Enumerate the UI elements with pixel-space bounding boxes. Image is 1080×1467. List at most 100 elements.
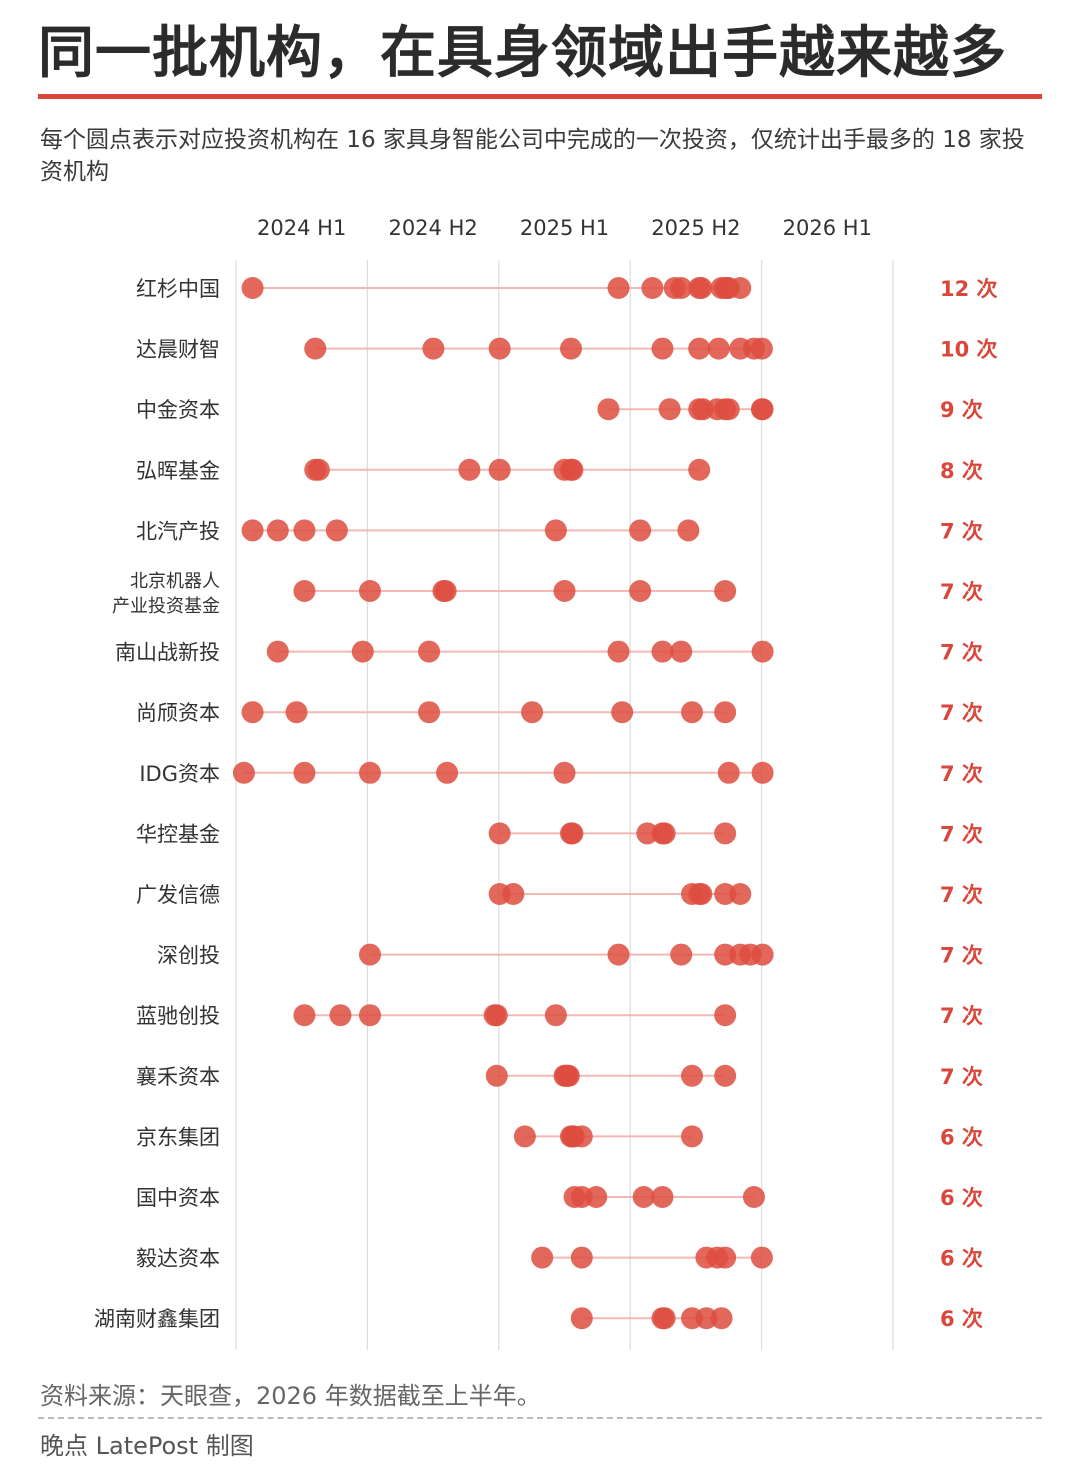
investment-dot — [544, 1004, 567, 1027]
investment-dot — [714, 1064, 737, 1087]
investment-dot — [597, 398, 620, 421]
source-note: 资料来源：天眼查，2026 年数据截至上半年。 — [40, 1382, 541, 1410]
investment-count-label: 7 次 — [940, 641, 983, 665]
investment-dot — [325, 519, 348, 542]
investment-dot — [241, 519, 264, 542]
investment-dot — [632, 1186, 655, 1208]
investment-dot — [521, 701, 544, 724]
investment-dot — [434, 580, 457, 602]
investment-dot — [653, 1307, 676, 1330]
investment-dot — [611, 701, 634, 724]
investment-dot — [636, 822, 659, 845]
investment-dot — [751, 640, 774, 663]
investment-dot — [641, 277, 664, 299]
institution-label: 北京机器人产业投资基金 — [112, 571, 220, 617]
investment-dot — [351, 640, 374, 663]
investment-count-label: 7 次 — [940, 1004, 983, 1028]
institution-label: IDG资本 — [139, 762, 220, 786]
investment-dot — [714, 822, 737, 845]
investment-dot — [651, 640, 674, 663]
investment-count-label: 6 次 — [940, 1125, 983, 1149]
investment-dot — [488, 822, 511, 845]
credit-note: 晚点 LatePost 制图 — [40, 1432, 254, 1460]
investment-dot — [418, 640, 441, 663]
investment-dot — [714, 1004, 737, 1027]
investment-count-label: 7 次 — [940, 762, 983, 786]
investment-dot — [690, 883, 713, 905]
investment-dot — [670, 277, 693, 299]
investment-dot — [750, 1246, 773, 1269]
investment-dot — [690, 277, 713, 299]
investment-dot — [750, 337, 773, 360]
investment-count-label: 7 次 — [940, 701, 983, 725]
investment-dot — [418, 701, 441, 724]
investment-dot — [629, 519, 652, 542]
institution-label: 广发信德 — [136, 883, 220, 907]
investment-count-label: 6 次 — [940, 1247, 983, 1271]
investment-dot — [458, 458, 481, 481]
investment-dot — [570, 1307, 593, 1330]
institution-label: 红杉中国 — [136, 277, 220, 301]
investment-dot — [561, 822, 584, 845]
investment-count-label: 7 次 — [940, 944, 983, 968]
investment-dot — [585, 1186, 608, 1208]
investment-dot — [358, 943, 381, 966]
investment-dot — [488, 337, 511, 360]
investment-dot — [561, 458, 584, 481]
investment-dot — [710, 1307, 733, 1330]
investment-dot — [717, 398, 740, 421]
investment-dot — [485, 1064, 508, 1087]
investment-dot — [607, 943, 630, 966]
investment-dot — [653, 822, 676, 845]
investment-dot — [677, 519, 700, 542]
investment-dot — [241, 701, 264, 724]
institution-label: 襄禾资本 — [136, 1065, 220, 1089]
investment-dot — [681, 1064, 704, 1087]
investment-count-label: 9 次 — [940, 398, 983, 422]
investment-dot — [651, 337, 674, 360]
investment-dot — [232, 761, 255, 784]
investment-dot — [688, 458, 711, 481]
investment-count-label: 8 次 — [940, 459, 983, 483]
investment-dot — [559, 337, 582, 360]
institution-label: 南山战新投 — [115, 641, 220, 665]
investment-dot — [651, 1186, 674, 1208]
investment-dot — [304, 337, 327, 360]
investment-dot — [266, 640, 289, 663]
investment-dot — [241, 277, 264, 299]
investment-dot — [293, 580, 316, 602]
investment-dot — [681, 701, 704, 724]
institution-label: 深创投 — [157, 944, 220, 968]
investment-dot — [670, 640, 693, 663]
x-tick-label: 2024 H2 — [388, 216, 477, 240]
chart-subtitle: 每个圆点表示对应投资机构在 16 家具身智能公司中完成的一次投资，仅统计出手最多… — [40, 127, 1025, 185]
institution-label: 弘晖基金 — [136, 459, 220, 483]
investment-dot — [502, 883, 525, 905]
investment-dot — [607, 640, 630, 663]
investment-dot — [293, 519, 316, 542]
institution-label: 国中资本 — [136, 1186, 220, 1210]
x-tick-label: 2024 H1 — [257, 216, 346, 240]
institution-label: 中金资本 — [136, 398, 220, 422]
institution-label: 北汽产投 — [136, 519, 220, 543]
institution-label: 尚颀资本 — [136, 701, 220, 725]
investment-dot — [436, 761, 459, 784]
investment-dot — [714, 943, 737, 966]
institution-label: 湖南财鑫集团 — [94, 1307, 220, 1331]
investment-dot — [488, 458, 511, 481]
investment-dot — [681, 1125, 704, 1148]
x-tick-label: 2026 H1 — [783, 216, 872, 240]
investment-dot — [729, 277, 752, 299]
investment-dot — [658, 398, 681, 421]
investment-dot — [670, 943, 693, 966]
investment-dot — [557, 1064, 580, 1087]
dot-plot: 2024 H1 2024 H2 2025 H1 2025 H2 2026 H1 红杉中国 1… — [94, 216, 998, 1350]
investment-count-label: 6 次 — [940, 1307, 983, 1331]
chart-title: 同一批机构，在具身领域出手越来越多 — [38, 21, 1007, 86]
investment-dot — [544, 519, 567, 542]
investment-dot — [714, 1246, 737, 1269]
investment-dot — [751, 398, 774, 421]
institution-label: 毅达资本 — [136, 1247, 220, 1271]
investment-count-label: 6 次 — [940, 1186, 983, 1210]
investment-dot — [707, 337, 730, 360]
